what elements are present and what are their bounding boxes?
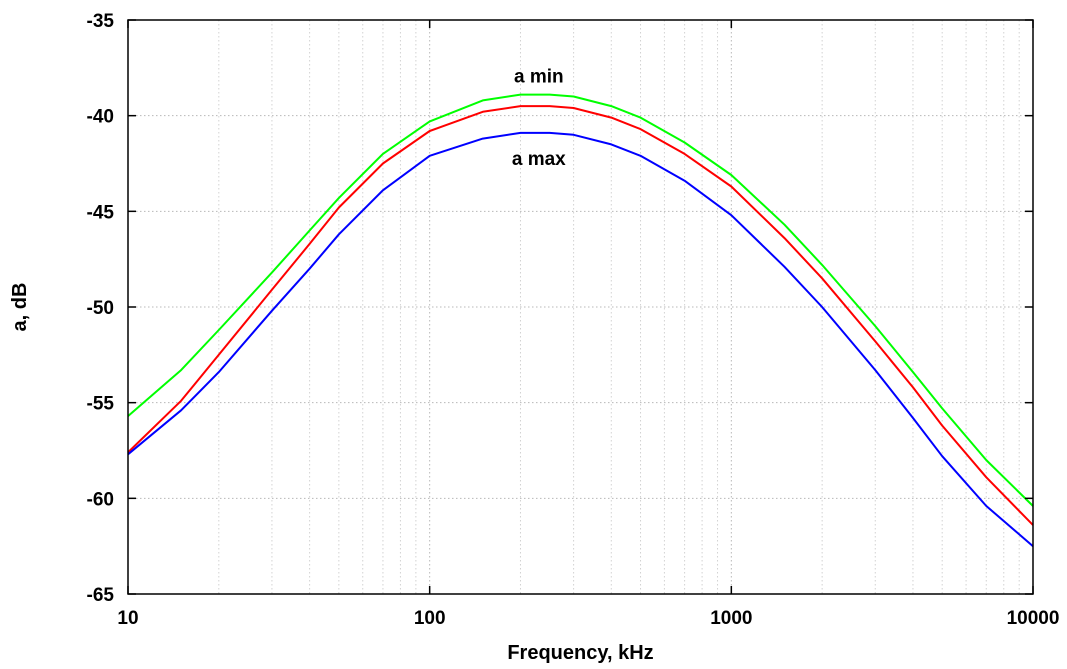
curve-annotation: a max xyxy=(512,149,566,170)
axis-ticks xyxy=(127,19,1034,595)
curve-annotation: a min xyxy=(514,66,564,87)
series-line-1 xyxy=(127,93,1034,507)
y-tick-label: -45 xyxy=(87,202,115,223)
y-tick-label: -60 xyxy=(87,489,114,510)
y-tick-label: -35 xyxy=(87,11,115,32)
y-tick-label: -40 xyxy=(87,107,114,128)
y-tick-label: -55 xyxy=(87,394,115,415)
series-lines xyxy=(127,93,1034,547)
x-tick-label: 10000 xyxy=(1007,608,1060,629)
series-line-3 xyxy=(127,131,1034,547)
x-tick-label: 10 xyxy=(117,608,138,629)
series-line-2 xyxy=(127,105,1034,526)
y-axis-title: a, dB xyxy=(9,283,31,332)
grid xyxy=(128,20,1033,594)
x-axis-title: Frequency, kHz xyxy=(507,642,653,664)
tick-labels: 10 100 1000 10000 -35 -40 -45 -50 -55 -60 -65 xyxy=(87,11,1060,629)
y-tick-label: -50 xyxy=(87,298,114,319)
x-tick-label: 1000 xyxy=(710,608,752,629)
annotations: a min a max xyxy=(512,66,566,169)
y-tick-label: -65 xyxy=(87,585,115,606)
x-tick-label: 100 xyxy=(414,608,446,629)
